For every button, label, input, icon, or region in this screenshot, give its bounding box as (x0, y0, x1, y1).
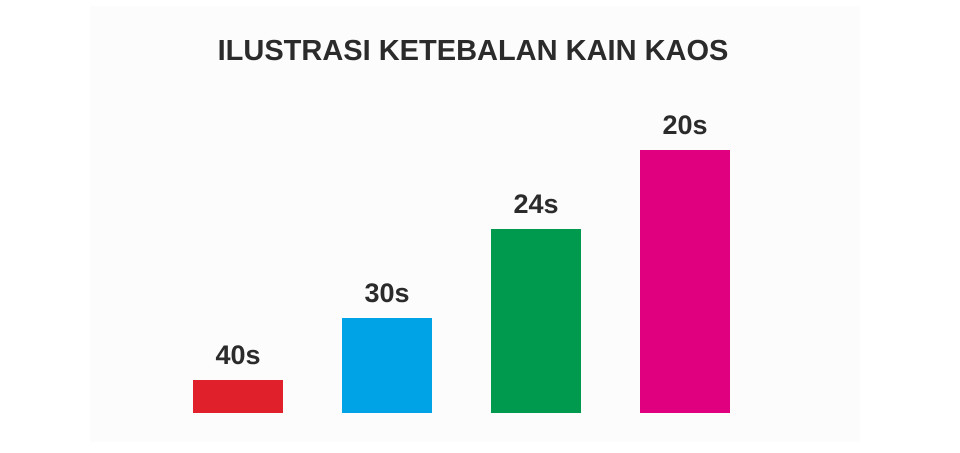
bar (640, 150, 730, 413)
bar (193, 380, 283, 413)
category-label: 24s (513, 189, 558, 219)
category-label: 20s (662, 110, 707, 140)
chart-title: ILUSTRASI KETEBALAN KAIN KAOS (218, 35, 729, 67)
category-label: 30s (364, 278, 409, 308)
bar (342, 318, 432, 413)
bar (491, 229, 581, 413)
category-label: 40s (215, 340, 260, 370)
chart-background (90, 6, 860, 442)
